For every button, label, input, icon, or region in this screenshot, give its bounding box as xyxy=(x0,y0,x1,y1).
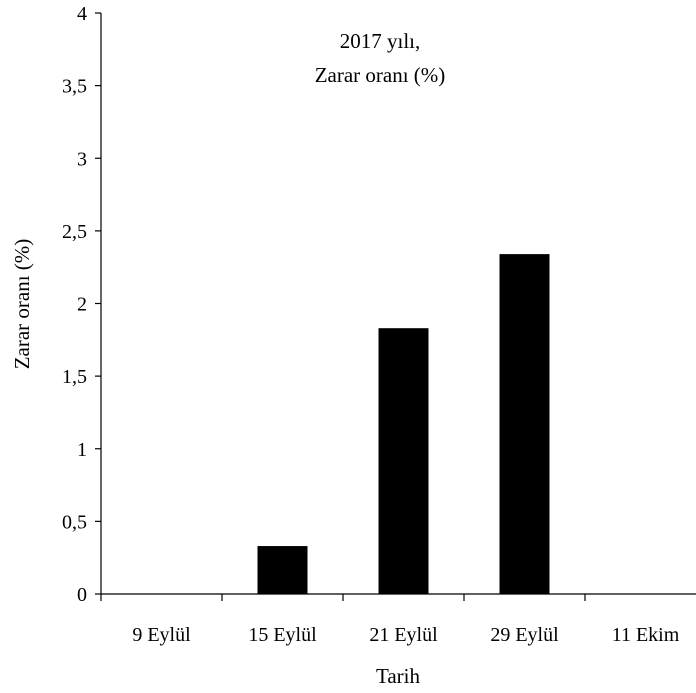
x-tick-label: 29 Eylül xyxy=(490,624,559,646)
x-axis-title: Tarih xyxy=(376,664,421,688)
x-tick-label: 11 Ekim xyxy=(612,624,680,646)
bar xyxy=(257,546,308,594)
y-tick-label: 0,5 xyxy=(62,511,87,533)
bar xyxy=(499,254,550,595)
y-tick-label: 4 xyxy=(77,3,87,25)
y-tick-label: 1,5 xyxy=(62,366,87,388)
bar xyxy=(378,328,429,594)
y-axis-title: Zarar oranı (%) xyxy=(10,239,34,370)
chart-annotation: 2017 yılı, Zarar oranı (%) xyxy=(315,29,446,87)
y-ticks: 0 0,5 1 1,5 2 2,5 3 3,5 4 xyxy=(62,3,101,606)
x-tick-label: 21 Eylül xyxy=(369,624,438,646)
y-tick-label: 2,5 xyxy=(62,221,87,243)
y-tick-label: 2 xyxy=(77,294,87,316)
y-tick-label: 0 xyxy=(77,584,87,606)
bar-series xyxy=(257,254,550,595)
x-tick-label: 9 Eylül xyxy=(132,624,191,646)
annotation-line-2: Zarar oranı (%) xyxy=(315,63,446,87)
annotation-line-1: 2017 yılı, xyxy=(340,29,421,53)
y-tick-label: 1 xyxy=(77,439,87,461)
x-tick-label: 15 Eylül xyxy=(248,624,317,646)
y-tick-label: 3,5 xyxy=(62,76,87,98)
x-ticks: 9 Eylül 15 Eylül 21 Eylül 29 Eylül 11 Ekim xyxy=(100,594,680,646)
y-tick-label: 3 xyxy=(77,148,87,170)
